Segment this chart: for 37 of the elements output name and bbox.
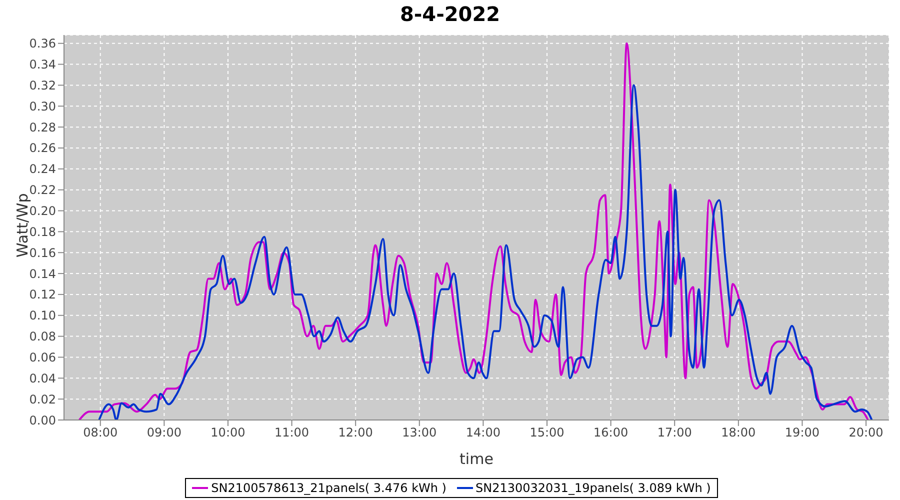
x-tick-label: 12:00 xyxy=(338,426,373,440)
x-tick-label: 15:00 xyxy=(530,426,564,440)
y-tick-label: 0.30 xyxy=(29,99,56,114)
y-tick-label: 0.04 xyxy=(29,371,56,386)
x-tick-label: 14:00 xyxy=(466,426,500,440)
y-tick-label: 0.18 xyxy=(29,224,56,239)
x-tick-label: 10:00 xyxy=(210,426,246,440)
y-tick-label: 0.08 xyxy=(29,330,56,344)
y-tick-label: 0.12 xyxy=(29,288,56,302)
chart-title: 8-4-2022 xyxy=(398,2,502,26)
y-axis-title: Watt/Wp xyxy=(13,193,32,258)
x-tick-label: 13:00 xyxy=(402,426,437,440)
y-tick-label: 0.14 xyxy=(29,266,56,281)
x-tick-label: 20:00 xyxy=(848,426,884,440)
y-tick-label: 0.26 xyxy=(29,141,56,156)
y-tick-label: 0.36 xyxy=(29,36,56,51)
x-axis-title: time xyxy=(460,450,494,468)
x-tick-label: 18:00 xyxy=(721,426,756,440)
y-tick-label: 0.10 xyxy=(29,308,56,323)
y-tick-label: 0.06 xyxy=(29,350,56,364)
x-tick-label: 19:00 xyxy=(784,426,820,440)
y-tick-label: 0.24 xyxy=(29,162,56,176)
x-tick-label: 08:00 xyxy=(83,426,118,440)
y-tick-label: 0.02 xyxy=(29,392,56,406)
legend-label: SN2100578613_21panels( 3.476 kWh ) xyxy=(211,481,446,495)
y-tick-label: 0.32 xyxy=(29,78,56,92)
x-tick-label: 16:00 xyxy=(594,426,628,440)
x-tick-label: 11:00 xyxy=(274,426,310,440)
y-tick-label: 0.28 xyxy=(29,120,56,134)
y-tick-label: 0.00 xyxy=(29,413,56,428)
x-tick-label: 17:00 xyxy=(657,426,692,440)
y-tick-label: 0.20 xyxy=(29,204,56,218)
x-tick-label: 09:00 xyxy=(146,426,182,440)
y-tick-label: 0.16 xyxy=(29,246,56,260)
y-tick-label: 0.34 xyxy=(29,58,56,72)
y-tick-label: 0.22 xyxy=(29,183,56,198)
legend-label: SN2130032031_19panels( 3.089 kWh ) xyxy=(476,481,711,495)
